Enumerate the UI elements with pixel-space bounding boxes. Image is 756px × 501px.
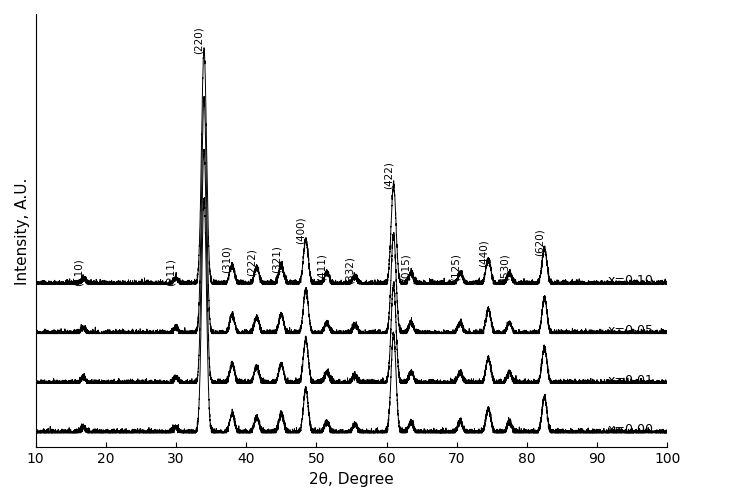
Text: (015): (015): [401, 253, 411, 281]
Text: x=0.01: x=0.01: [608, 373, 653, 386]
Text: (400): (400): [296, 215, 306, 243]
Y-axis label: Intensity, A.U.: Intensity, A.U.: [15, 177, 30, 285]
Text: x=0.10: x=0.10: [608, 274, 653, 287]
Text: x=0.00: x=0.00: [608, 422, 654, 435]
Text: (321): (321): [271, 244, 281, 272]
Text: (530): (530): [500, 253, 510, 281]
X-axis label: 2θ, Degree: 2θ, Degree: [309, 471, 394, 486]
Text: (440): (440): [479, 239, 488, 267]
Text: (332): (332): [345, 256, 355, 283]
Text: (620): (620): [534, 228, 544, 256]
Text: (110): (110): [73, 258, 83, 286]
Text: (422): (422): [383, 160, 394, 188]
Text: (211): (211): [166, 258, 176, 286]
Text: (125): (125): [451, 253, 460, 281]
Text: (411): (411): [317, 253, 327, 281]
Text: x=0.05: x=0.05: [608, 323, 654, 336]
Text: (310): (310): [222, 244, 232, 272]
Text: (220): (220): [194, 26, 204, 54]
Text: (222): (222): [246, 247, 257, 275]
